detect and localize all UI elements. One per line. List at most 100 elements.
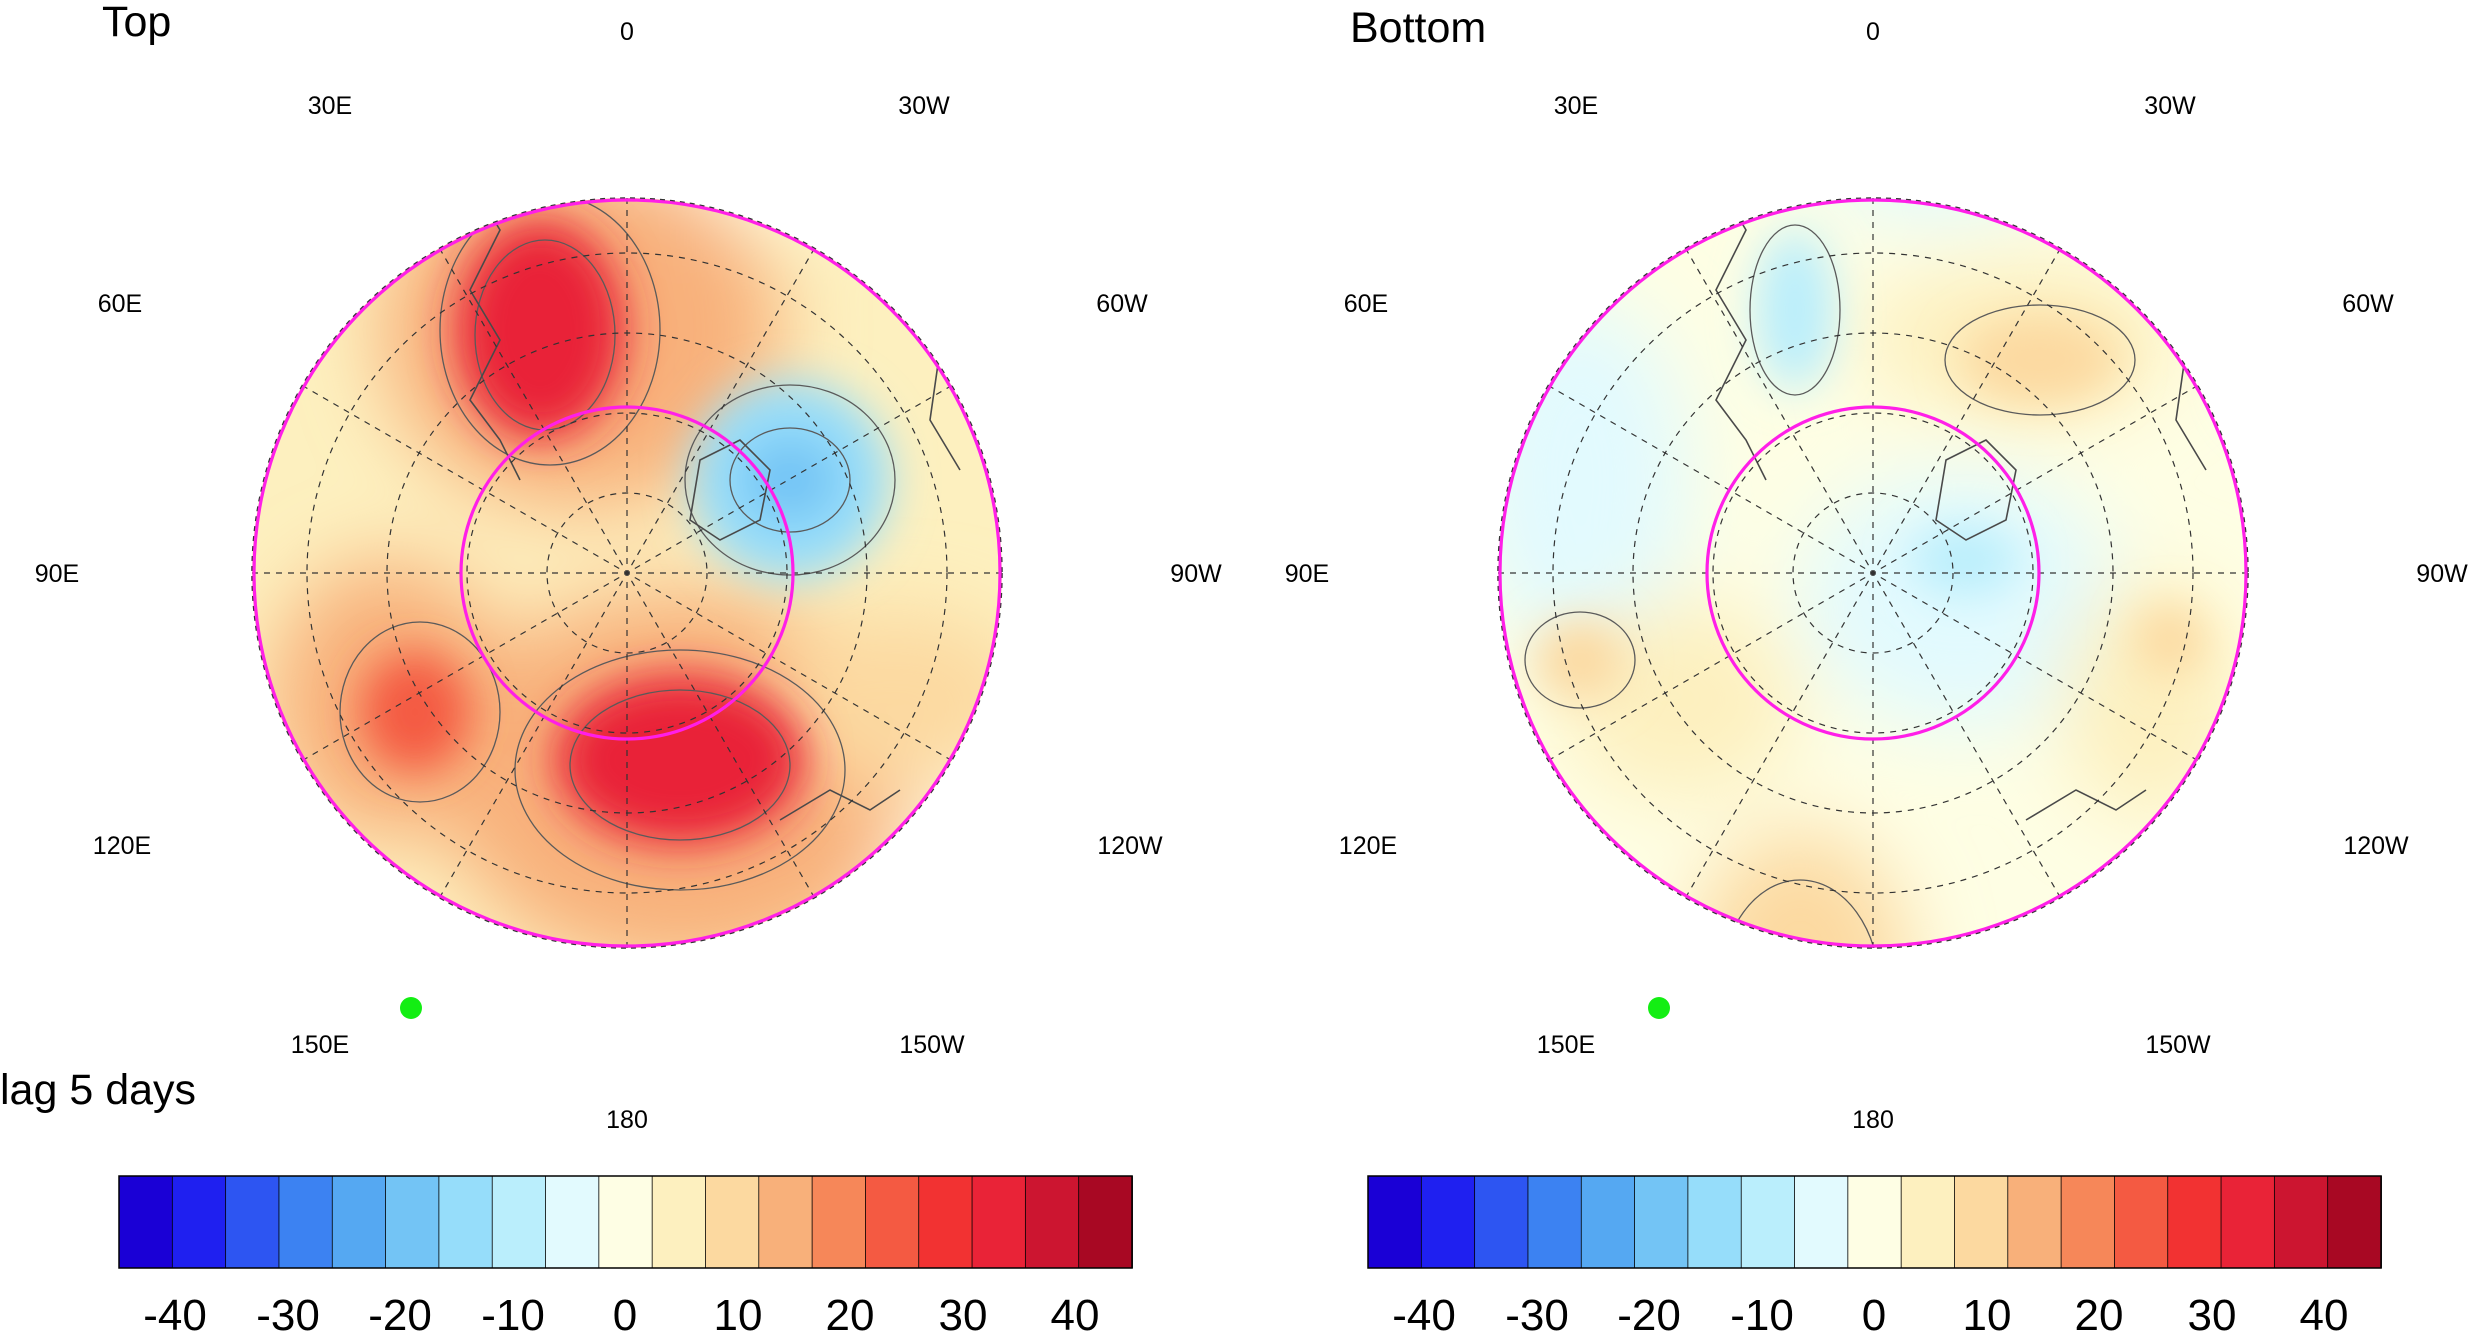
lon-label: 90E xyxy=(35,560,79,588)
colorbar-label: -30 xyxy=(256,1291,320,1332)
colorbar-label: -10 xyxy=(1730,1291,1794,1332)
coastline xyxy=(779,789,901,821)
colorbar-label: 0 xyxy=(613,1291,637,1332)
lon-label: 60E xyxy=(1344,290,1388,318)
lon-label: 30E xyxy=(308,92,352,120)
colorbar-label: -40 xyxy=(143,1291,207,1332)
lon-label: 120E xyxy=(1339,832,1397,860)
latitude-circle xyxy=(306,252,948,894)
panel-bottom: Bottom xyxy=(1285,4,2468,1332)
panel-title: Bottom xyxy=(1350,4,1486,52)
ring-inner xyxy=(459,405,795,741)
lon-label: 120W xyxy=(2343,832,2409,860)
colorbar-swatch xyxy=(278,1175,334,1269)
colorbar-swatch xyxy=(545,1175,600,1269)
colorbar-swatch xyxy=(1580,1175,1636,1269)
meridian xyxy=(1547,384,2199,762)
anomaly-positive-region xyxy=(770,610,1002,790)
anomaly-positive-core xyxy=(555,675,805,845)
anomaly-light-zone xyxy=(1820,198,2060,220)
map-disk xyxy=(1498,198,2248,948)
colorbar-swatch xyxy=(2273,1175,2329,1269)
map-disk xyxy=(252,198,1002,948)
contour-line xyxy=(439,198,661,466)
colorbar-label: 40 xyxy=(1051,1291,1100,1332)
contour-line xyxy=(1944,304,2136,416)
lon-label: 180 xyxy=(606,1106,648,1134)
lon-label: 150W xyxy=(2145,1031,2211,1059)
lon-label: 60W xyxy=(2342,290,2394,318)
colorbar-swatch xyxy=(1847,1175,1903,1269)
colorbar-swatch xyxy=(2220,1175,2276,1269)
lon-label: 30W xyxy=(898,92,950,120)
lon-label: 150E xyxy=(291,1031,349,1059)
latitude-circle xyxy=(466,412,788,734)
colorbar-label: 30 xyxy=(939,1291,988,1332)
anomaly-positive-core xyxy=(2220,205,2248,275)
colorbar-swatch xyxy=(2327,1175,2382,1269)
lon-label: 120W xyxy=(1097,832,1163,860)
coastline xyxy=(689,439,771,541)
colorbar-swatch xyxy=(2060,1175,2116,1269)
colorbar-swatch xyxy=(118,1175,174,1269)
colorbar-swatch xyxy=(971,1175,1027,1269)
contour-line xyxy=(514,649,846,891)
longitude-labels: 0 30W 60W 90W 120W 150W 180 150E 120E 90… xyxy=(1285,18,2468,1134)
latitude-circle xyxy=(1792,492,1954,654)
colorbar-swatches xyxy=(1367,1175,2382,1269)
anomaly-light-zone xyxy=(1690,830,1910,948)
colorbar-labels: -40 -30 -20 -10 0 10 20 30 40 xyxy=(143,1291,1099,1332)
lon-label: 90W xyxy=(1170,560,1222,588)
colorbar-swatch xyxy=(1634,1175,1689,1269)
anomaly-positive-core xyxy=(2135,605,2205,675)
anomaly-positive-core xyxy=(360,652,470,772)
colorbar-swatch xyxy=(1740,1175,1796,1269)
lon-label: 180 xyxy=(1852,1106,1894,1134)
anomaly-negative-core xyxy=(1755,230,1835,390)
colorbar-label: -20 xyxy=(368,1291,432,1332)
colorbar-swatch xyxy=(1527,1175,1583,1269)
map-outline xyxy=(251,197,1003,949)
colorbar-labels: -40 -30 -20 -10 0 10 20 30 40 xyxy=(1392,1291,2348,1332)
anomaly-positive-core xyxy=(455,220,625,440)
lon-label: 0 xyxy=(620,18,634,46)
colorbar-swatch xyxy=(1420,1175,1476,1269)
ring-outer xyxy=(252,198,1002,948)
colorbar-label: -30 xyxy=(1505,1291,1569,1332)
coastline xyxy=(469,198,521,481)
longitude-labels: 0 30W 60W 90W 120W 150W 180 150E 120E 90… xyxy=(35,18,1222,1134)
contour-line xyxy=(569,689,791,841)
colorbar-frame xyxy=(118,1175,1133,1269)
contour-line xyxy=(729,427,851,533)
colorbar-swatch xyxy=(1367,1175,1423,1269)
colorbar-label: -20 xyxy=(1617,1291,1681,1332)
colorbar-swatch xyxy=(1474,1175,1529,1269)
anomaly-negative-core xyxy=(2235,310,2248,430)
anomaly-negative-core xyxy=(1910,525,2020,595)
coastline xyxy=(1935,439,2017,541)
colorbar-swatch xyxy=(1954,1175,2009,1269)
colorbar-label: -40 xyxy=(1392,1291,1456,1332)
colorbar: -40 -30 -20 -10 0 10 20 30 40 xyxy=(1367,1175,2382,1332)
colorbar-frame xyxy=(1367,1175,2382,1269)
colorbar-swatch xyxy=(171,1175,227,1269)
graticule xyxy=(252,198,1002,948)
colorbar-swatch xyxy=(758,1175,814,1269)
colorbar-label: 20 xyxy=(2075,1291,2124,1332)
colorbar-label: -10 xyxy=(481,1291,545,1332)
lon-label: 30W xyxy=(2144,92,2196,120)
lon-label: 90E xyxy=(1285,560,1329,588)
colorbar-swatch xyxy=(491,1175,547,1269)
colorbar-swatch xyxy=(651,1175,707,1269)
contour-line xyxy=(1749,224,1841,396)
colorbar-swatch xyxy=(438,1175,494,1269)
coastline xyxy=(1715,198,1767,481)
anomaly-positive-core xyxy=(1535,620,1625,700)
colorbar-label: 10 xyxy=(1963,1291,2012,1332)
lon-label: 60W xyxy=(1096,290,1148,318)
coastline xyxy=(2025,789,2147,821)
coastlines xyxy=(469,198,961,821)
colorbar-swatch xyxy=(1024,1175,1080,1269)
lon-label: 150W xyxy=(899,1031,965,1059)
